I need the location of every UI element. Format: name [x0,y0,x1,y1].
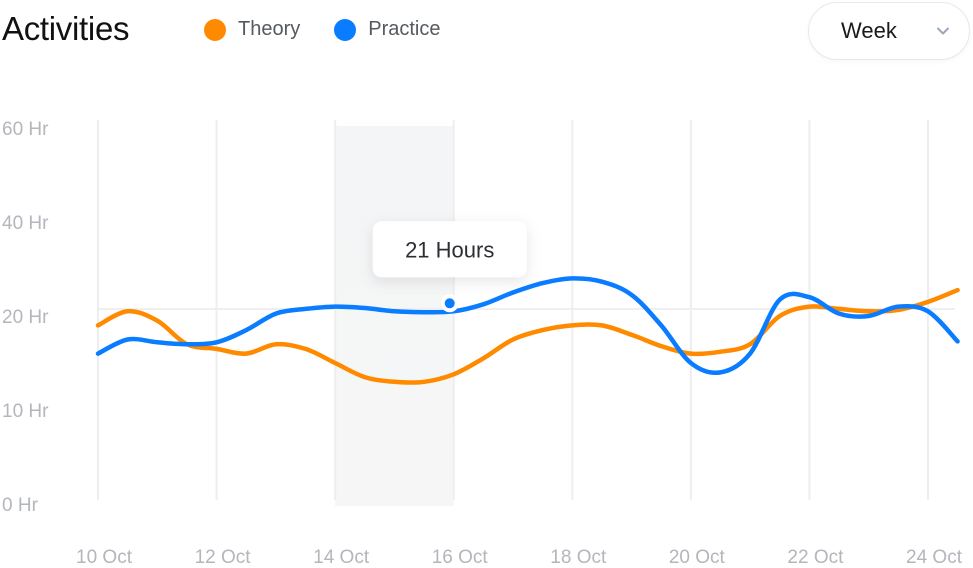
y-tick-label: 10 Hr [2,401,49,422]
x-tick-label: 10 Oct [76,547,133,568]
chevron-down-icon [937,27,949,35]
period-dropdown[interactable]: Week [808,2,970,60]
practice-legend-dot-icon [334,18,357,41]
x-tick-label: 16 Oct [432,547,489,568]
y-tick-label: 60 Hr [2,119,49,140]
series-line-practice[interactable] [95,276,960,376]
legend: Theory Practice [204,18,441,41]
tooltip-box [372,221,527,278]
y-tick-label: 20 Hr [2,307,49,328]
x-tick-label: 18 Oct [550,547,607,568]
legend-label-practice: Practice [368,18,441,40]
x-tick-label: 20 Oct [669,547,726,568]
x-tick-label: 14 Oct [313,547,370,568]
highlight-point[interactable] [444,298,455,309]
x-tick-label: 24 Oct [906,547,963,568]
highlight-band [335,126,454,506]
x-tick-label: 12 Oct [195,547,252,568]
period-dropdown-value: Week [841,18,897,43]
chart-title: Activities [2,10,130,47]
legend-item-theory[interactable]: Theory [204,18,300,41]
y-tick-label: 40 Hr [2,213,49,234]
y-tick-label: 0 Hr [2,495,39,516]
x-tick-label: 22 Oct [787,547,844,568]
theory-legend-dot-icon [204,18,226,41]
series-line-theory[interactable] [95,287,960,385]
legend-item-practice[interactable]: Practice [334,18,441,41]
tooltip-text: 21 Hours [405,237,494,262]
legend-label-theory: Theory [238,18,301,40]
